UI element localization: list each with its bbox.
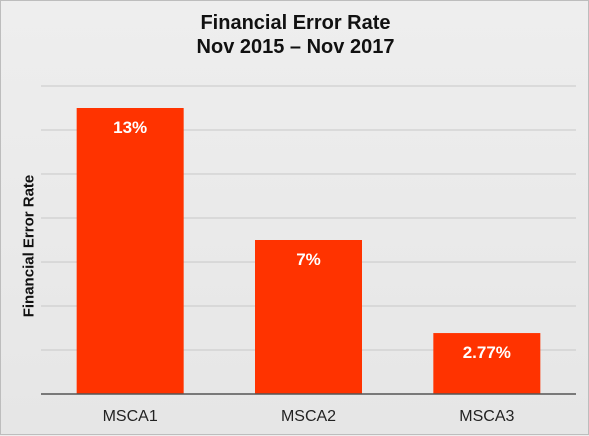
bar-msca1 xyxy=(76,108,184,394)
data-label-msca3: 2.77% xyxy=(463,343,511,362)
chart-title-line-2: Nov 2015 – Nov 2017 xyxy=(196,36,395,58)
chart-title-line-1: Financial Error Rate xyxy=(200,12,391,34)
bar-msca3 xyxy=(433,333,541,394)
chart-title: Financial Error Rate Nov 2015 – Nov 2017 xyxy=(1,11,589,59)
data-label-msca2: 7% xyxy=(296,250,321,269)
data-label-msca1: 13% xyxy=(113,118,147,137)
bar-msca2 xyxy=(255,240,362,394)
category-label-msca1: MSCA1 xyxy=(103,408,158,425)
category-label-msca2: MSCA2 xyxy=(281,408,336,425)
category-label-msca3: MSCA3 xyxy=(459,408,514,425)
